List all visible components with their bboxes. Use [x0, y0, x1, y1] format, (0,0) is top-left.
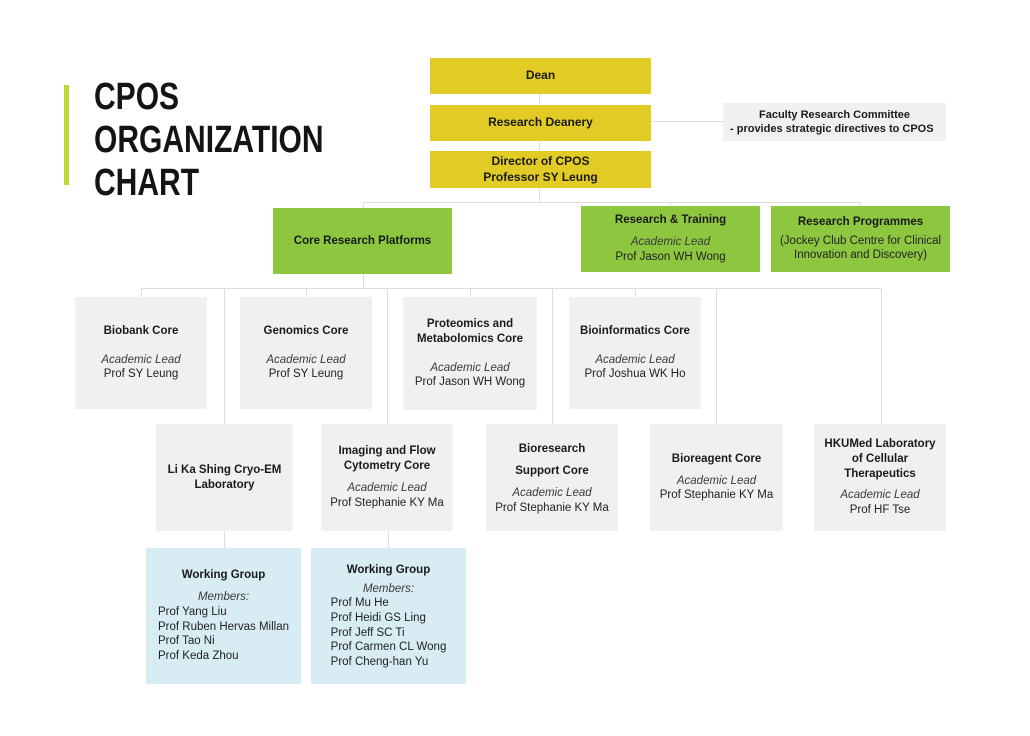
box-research-programmes: Research Programmes (Jockey Club Centre …: [771, 206, 950, 272]
proteomics-title: Proteomics and Metabolomics Core: [416, 317, 524, 345]
connector-imaging-wg2: [388, 531, 389, 548]
box-working-group-2: Working Group Members: Prof Mu He Prof H…: [311, 548, 466, 684]
connector-cores-horizontal: [141, 288, 881, 289]
box-proteomics-metabolomics-core: Proteomics and Metabolomics Core Academi…: [403, 297, 537, 410]
biobank-lead-label: Academic Lead: [101, 353, 181, 366]
box-research-deanery-title: Research Deanery: [488, 115, 593, 130]
member: Prof Tao Ni: [157, 635, 215, 648]
connector-drop-bioreagent: [716, 288, 717, 425]
member: Prof Mu He: [330, 597, 389, 610]
research-training-lead-label: Academic Lead: [630, 236, 711, 249]
bioreagent-title: Bioreagent Core: [671, 452, 762, 465]
imaging-lead: Prof Stephanie KY Ma: [330, 496, 444, 509]
connector-drop-bioresearch: [552, 288, 553, 425]
page-title-line1: CPOS: [94, 76, 180, 118]
bioresearch-title: Bioresearch Support Core: [515, 442, 589, 477]
hkumed-lead: Prof HF Tse: [849, 504, 911, 517]
working-group-2-title: Working Group: [346, 563, 431, 576]
faculty-committee-note: - provides strategic directives to CPOS: [730, 123, 934, 135]
box-core-research-platforms: Core Research Platforms: [273, 208, 452, 274]
box-biobank-core: Biobank Core Academic Lead Prof SY Leung: [75, 297, 207, 409]
biobank-title: Biobank Core: [103, 324, 179, 337]
biobank-lead: Prof SY Leung: [103, 368, 179, 381]
member: Prof Heidi GS Ling: [330, 612, 426, 625]
faculty-committee-title: Faculty Research Committee: [759, 108, 910, 121]
member: Prof Cheng-han Yu: [330, 655, 429, 668]
working-group-1-title: Working Group: [181, 569, 266, 582]
hkumed-title: HKUMed Laboratory of Cellular Therapeuti…: [824, 437, 936, 480]
bioreagent-lead: Prof Stephanie KY Ma: [659, 489, 774, 502]
connector-drop-genomics: [306, 288, 307, 298]
connector-director-down: [539, 187, 540, 203]
bioinformatics-lead-label: Academic Lead: [595, 353, 675, 366]
box-research-deanery: Research Deanery: [430, 105, 651, 141]
box-director-subtitle: Professor SY Leung: [483, 169, 598, 184]
connector-drop-rp: [860, 202, 861, 208]
connector-deanery-faculty: [651, 121, 723, 122]
member: Prof Carmen CL Wong: [330, 641, 447, 654]
connector-drop-crp: [363, 202, 364, 208]
working-group-2-members: Prof Mu He Prof Heidi GS Ling Prof Jeff …: [331, 596, 447, 669]
connector-drop-proteomics: [470, 288, 471, 298]
connector-crp-down: [363, 273, 364, 289]
research-programmes-subtitle: (Jockey Club Centre for Clinical Innovat…: [779, 234, 942, 262]
box-dean: Dean: [430, 58, 651, 94]
connector-drop-bioinformatics: [635, 288, 636, 298]
box-hkumed-laboratory: HKUMed Laboratory of Cellular Therapeuti…: [814, 424, 946, 531]
research-training-title: Research & Training: [614, 214, 727, 227]
member: Prof Ruben Hervas Millan: [157, 620, 290, 633]
proteomics-lead-label: Academic Lead: [430, 361, 510, 374]
connector-drop-rt: [670, 202, 671, 208]
member: Prof Keda Zhou: [157, 650, 239, 663]
page-title: CPOS ORGANIZATION CHART: [94, 76, 324, 205]
box-working-group-1: Working Group Members: Prof Yang Liu Pro…: [146, 548, 301, 684]
box-research-and-training: Research & Training Academic Lead Prof J…: [581, 206, 760, 272]
title-accent-bar: [64, 85, 69, 185]
imaging-title: Imaging and Flow Cytometry Core: [338, 445, 436, 473]
proteomics-lead: Prof Jason WH Wong: [414, 376, 526, 389]
page-title-line3: CHART: [94, 162, 200, 204]
bioresearch-lead: Prof Stephanie KY Ma: [495, 502, 609, 515]
box-director-title: Director of CPOS: [491, 153, 590, 168]
connector-drop-hkumed: [881, 288, 882, 425]
box-director-of-cpos: Director of CPOS Professor SY Leung: [430, 151, 651, 188]
box-genomics-core: Genomics Core Academic Lead Prof SY Leun…: [240, 297, 372, 409]
connector-drop-biobank: [141, 288, 142, 298]
genomics-title: Genomics Core: [263, 324, 349, 337]
core-research-platforms-title: Core Research Platforms: [293, 234, 432, 247]
working-group-1-members-label: Members:: [197, 591, 250, 604]
hkumed-lead-label: Academic Lead: [840, 489, 920, 502]
box-bioresearch-support-core: Bioresearch Support Core Academic Lead P…: [486, 424, 618, 531]
cryo-em-title: Li Ka Shing Cryo-EM Laboratory: [167, 463, 282, 491]
connector-deanery-director: [539, 140, 540, 151]
box-dean-title: Dean: [525, 68, 556, 83]
box-faculty-research-committee: Faculty Research Committee - provides st…: [723, 103, 946, 141]
member: Prof Yang Liu: [157, 606, 227, 619]
imaging-lead-label: Academic Lead: [347, 482, 427, 494]
research-programmes-title: Research Programmes: [797, 215, 924, 228]
bioresearch-lead-label: Academic Lead: [512, 487, 592, 500]
genomics-lead-label: Academic Lead: [266, 353, 346, 366]
connector-cryo-wg1: [224, 531, 225, 548]
working-group-2-members-label: Members:: [362, 582, 415, 595]
working-group-1-members: Prof Yang Liu Prof Ruben Hervas Millan P…: [158, 605, 289, 663]
page-title-line2: ORGANIZATION: [94, 119, 324, 161]
box-bioinformatics-core: Bioinformatics Core Academic Lead Prof J…: [569, 297, 701, 409]
box-imaging-flow-cytometry-core: Imaging and Flow Cytometry Core Academic…: [321, 424, 453, 531]
research-training-lead: Prof Jason WH Wong: [615, 250, 726, 263]
member: Prof Jeff SC Ti: [330, 626, 405, 639]
connector-level2-horizontal: [363, 202, 861, 203]
genomics-lead: Prof SY Leung: [268, 368, 344, 381]
box-bioreagent-core: Bioreagent Core Academic Lead Prof Steph…: [650, 424, 783, 531]
box-cryo-em-laboratory: Li Ka Shing Cryo-EM Laboratory: [156, 424, 293, 531]
connector-drop-cryo-em: [224, 288, 225, 425]
connector-drop-imaging: [387, 288, 388, 425]
bioinformatics-title: Bioinformatics Core: [580, 324, 690, 337]
bioinformatics-lead: Prof Joshua WK Ho: [584, 368, 686, 381]
connector-dean-deanery: [539, 94, 540, 105]
bioreagent-lead-label: Academic Lead: [676, 474, 757, 487]
